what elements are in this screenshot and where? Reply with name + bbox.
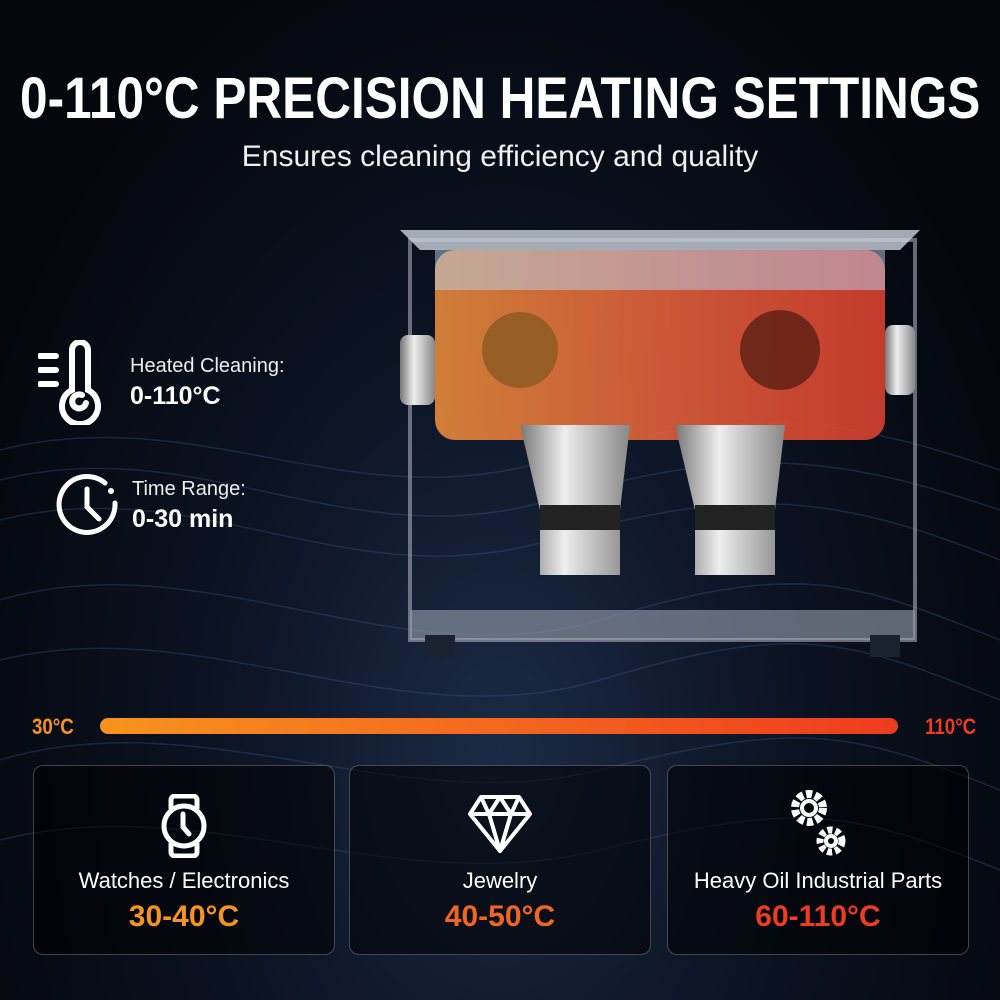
diamond-icon (468, 795, 532, 853)
card-watches-electronics: Watches / Electronics 30-40°C (33, 765, 335, 955)
watch-icon (161, 794, 207, 858)
card-range: 40-50°C (444, 900, 556, 933)
card-name: Watches / Electronics (78, 868, 290, 893)
card-range: 30-40°C (128, 900, 240, 933)
feature-time-range: Time Range: 0-30 min (55, 473, 246, 538)
card-heavy-oil-industrial-parts: Heavy Oil Industrial Parts 60-110°C (667, 765, 969, 955)
feature-heated-cleaning: Heated Cleaning: 0-110°C (38, 340, 285, 425)
card-name: Jewelry (462, 868, 538, 893)
page-title-container: 0-110°C PRECISION HEATING SETTINGS (0, 66, 1000, 136)
temperature-gradient-bar (100, 718, 898, 734)
feature-value: 0-30 min (132, 504, 234, 533)
gears-icon (791, 790, 846, 856)
scale-max-label: 110°C (924, 714, 976, 739)
feature-label: Heated Cleaning: (130, 354, 285, 377)
timer-icon (56, 474, 118, 535)
card-range: 60-110°C (755, 900, 881, 933)
feature-value: 0-110°C (130, 381, 221, 410)
thermometer-icon (38, 340, 101, 425)
ultrasonic-cleaner-image (400, 230, 920, 657)
feature-label: Time Range: (132, 477, 246, 500)
page-title: 0-110°C PRECISION HEATING SETTINGS (19, 66, 981, 131)
temperature-scale: 30°C 110°C (0, 712, 1000, 742)
card-name: Heavy Oil Industrial Parts (693, 868, 943, 893)
scale-min-label: 30°C (32, 714, 74, 739)
card-jewelry: Jewelry 40-50°C (349, 765, 651, 955)
page-subtitle: Ensures cleaning efficiency and quality (241, 140, 759, 173)
